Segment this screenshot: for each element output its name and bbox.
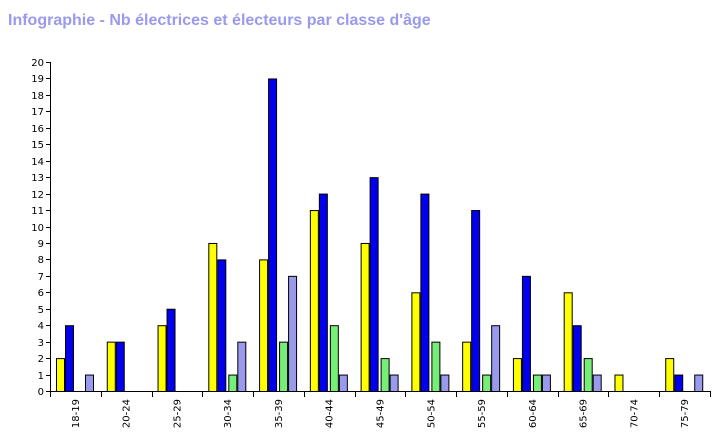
x-tick-label-25-29: 25-29 <box>172 399 183 428</box>
y-tick-label-4: 4 <box>38 321 44 332</box>
bar-65-69-series-1 <box>563 292 573 392</box>
bar-70-74-series-1 <box>614 374 624 392</box>
y-tick-label-2: 2 <box>38 354 44 365</box>
bars-layer <box>56 78 704 393</box>
y-tick-label-6: 6 <box>38 288 44 299</box>
y-tick-label-7: 7 <box>38 272 44 283</box>
bar-55-59-series-2 <box>471 210 481 392</box>
bar-35-39-series-2 <box>268 78 278 392</box>
x-tick-label-20-24: 20-24 <box>122 399 133 428</box>
y-tick-label-1: 1 <box>38 371 44 382</box>
y-tick-label-15: 15 <box>31 140 44 151</box>
y-tick-label-10: 10 <box>31 223 44 234</box>
y-tick-label-12: 12 <box>31 190 44 201</box>
x-tick-label-65-69: 65-69 <box>579 399 590 428</box>
bar-25-29-series-2 <box>166 308 176 392</box>
y-tick-label-3: 3 <box>38 338 44 349</box>
x-tick-label-70-74: 70-74 <box>629 399 640 428</box>
y-tick-label-18: 18 <box>31 91 44 102</box>
bar-75-79-series-4 <box>694 374 704 392</box>
x-tick-label-50-54: 50-54 <box>426 399 437 428</box>
bar-45-49-series-2 <box>369 177 379 392</box>
y-tick-label-16: 16 <box>31 124 44 135</box>
x-tick-label-75-79: 75-79 <box>680 399 691 428</box>
y-tick-label-19: 19 <box>31 74 44 85</box>
y-tick-label-5: 5 <box>38 305 44 316</box>
bar-30-34-series-1 <box>208 242 218 392</box>
bar-60-64-series-3 <box>532 374 542 392</box>
x-tick-label-40-44: 40-44 <box>325 399 336 428</box>
x-tick-label-18-19: 18-19 <box>71 399 82 428</box>
bar-65-69-series-3 <box>583 358 593 393</box>
bar-18-19-series-4 <box>85 374 94 392</box>
x-tick-label-45-49: 45-49 <box>376 399 387 428</box>
bar-30-34-series-4 <box>237 341 247 392</box>
bar-40-44-series-4 <box>338 374 348 392</box>
bar-55-59-series-3 <box>482 374 492 392</box>
bar-40-44-series-3 <box>329 325 339 393</box>
y-tick-label-0: 0 <box>38 387 44 398</box>
bar-45-49-series-4 <box>389 374 399 392</box>
bar-50-54-series-4 <box>440 374 450 392</box>
x-tick-label-30-34: 30-34 <box>223 399 234 428</box>
bar-45-49-series-1 <box>360 242 370 392</box>
bar-45-49-series-3 <box>380 358 390 393</box>
y-tick-label-9: 9 <box>38 239 44 250</box>
y-tick-label-8: 8 <box>38 255 44 266</box>
x-tick-label-55-59: 55-59 <box>477 399 488 428</box>
bar-65-69-series-4 <box>592 374 602 392</box>
bar-35-39-series-3 <box>279 341 289 392</box>
bar-25-29-series-1 <box>157 325 167 393</box>
bar-50-54-series-1 <box>411 292 421 392</box>
bar-40-44-series-2 <box>318 193 328 392</box>
bar-65-69-series-2 <box>572 325 582 393</box>
bar-40-44-series-1 <box>309 210 319 392</box>
bar-75-79-series-2 <box>674 374 684 392</box>
bar-35-39-series-1 <box>259 259 269 392</box>
bar-20-24-series-1 <box>106 341 116 392</box>
bar-60-64-series-4 <box>541 374 551 392</box>
bar-60-64-series-2 <box>521 275 531 393</box>
bar-60-64-series-1 <box>512 358 522 393</box>
bar-30-34-series-3 <box>228 374 238 392</box>
bar-30-34-series-2 <box>217 259 227 392</box>
y-tick-label-11: 11 <box>31 206 44 217</box>
chart-title: Infographie - Nb électrices et électeurs… <box>8 12 431 29</box>
bar-50-54-series-3 <box>431 341 441 392</box>
x-tick-label-60-64: 60-64 <box>528 399 539 428</box>
bar-18-19-series-2 <box>65 325 74 393</box>
bar-20-24-series-2 <box>115 341 125 392</box>
y-tick-label-17: 17 <box>31 107 44 118</box>
y-tick-label-13: 13 <box>31 173 44 184</box>
bar-50-54-series-2 <box>420 193 430 392</box>
bar-35-39-series-4 <box>288 275 298 393</box>
bar-18-19-series-1 <box>56 358 65 393</box>
bar-75-79-series-1 <box>665 358 675 393</box>
bar-55-59-series-4 <box>491 325 501 393</box>
y-tick-label-14: 14 <box>31 157 44 168</box>
y-tick-label-20: 20 <box>31 58 44 69</box>
x-tick-label-35-39: 35-39 <box>274 399 285 428</box>
bar-55-59-series-1 <box>462 341 472 392</box>
